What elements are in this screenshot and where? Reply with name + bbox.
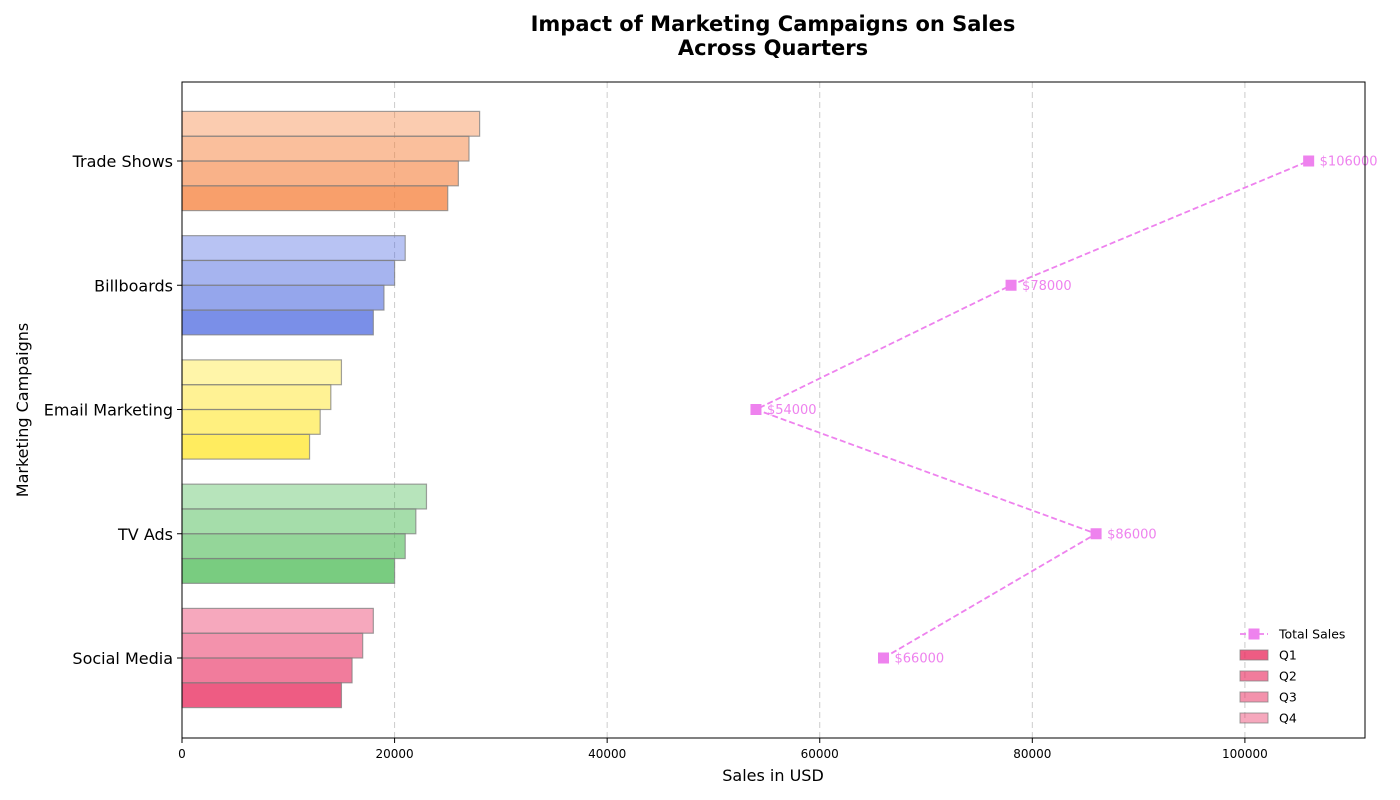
x-tick-label-3: 60000 <box>801 747 839 761</box>
total-sales-marker-tv-ads <box>1090 528 1102 540</box>
bar-social-media-q4 <box>181 607 374 634</box>
legend: Total Sales Q1 Q2 Q3 Q4 <box>1239 627 1345 726</box>
bar-social-media-q3 <box>181 632 364 659</box>
bar-trade-shows-q2 <box>181 160 459 187</box>
bar-social-media-q2 <box>181 657 353 684</box>
axes <box>177 81 1366 743</box>
bar-social-media-q1 <box>181 682 343 709</box>
legend-label-q2: Q2 <box>1279 669 1297 684</box>
bar-billboards-q2 <box>181 284 385 311</box>
legend-swatch-q3 <box>1239 691 1269 703</box>
x-tick-label-4: 80000 <box>1013 747 1051 761</box>
total-sales-marker-email-marketing <box>750 404 762 415</box>
x-tick-label-2: 40000 <box>588 747 626 761</box>
legend-label-total-sales: Total Sales <box>1278 627 1345 642</box>
total-sales-label-billboards: $78000 <box>1022 279 1072 294</box>
bar-trade-shows-q4 <box>181 110 481 137</box>
total-sales-marker-billboards <box>1005 279 1017 291</box>
total-sales-label-social-media: $66000 <box>895 652 945 667</box>
chart-text: 0 20000 40000 60000 80000 100000 Social Media T… <box>13 12 1268 785</box>
x-tick-label-0: 0 <box>178 747 186 761</box>
bar-billboards-q3 <box>181 259 396 286</box>
category-label-social-media: Social Media <box>72 649 173 668</box>
category-label-billboards: Billboards <box>94 276 173 295</box>
legend-label-q3: Q3 <box>1279 690 1297 705</box>
chart-title-line-1: Impact of Marketing Campaigns on Sales <box>531 12 1016 36</box>
bar-email-marketing-q4 <box>181 359 343 386</box>
bars <box>181 110 481 709</box>
category-label-email-marketing: Email Marketing <box>44 401 173 420</box>
bar-trade-shows-q3 <box>181 135 470 162</box>
total-sales-marker-social-media <box>878 652 890 664</box>
bar-tv-ads-q2 <box>181 533 406 560</box>
total-sales-line: $66000 $86000 $54000 $78000 $106000 <box>750 155 1378 667</box>
bar-billboards-q1 <box>181 309 374 336</box>
y-axis-label: Marketing Campaigns <box>13 323 32 497</box>
bar-email-marketing-q1 <box>181 433 311 460</box>
category-label-tv-ads: TV Ads <box>117 525 173 544</box>
legend-label-q4: Q4 <box>1279 711 1297 726</box>
category-label-trade-shows: Trade Shows <box>72 152 173 171</box>
x-axis-label: Sales in USD <box>722 766 824 785</box>
bar-email-marketing-q2 <box>181 408 321 435</box>
total-sales-marker-trade-shows <box>1303 155 1315 167</box>
total-sales-label-trade-shows: $106000 <box>1320 155 1378 170</box>
x-tick-label-5: 100000 <box>1222 747 1268 761</box>
bar-tv-ads-q1 <box>181 557 396 584</box>
legend-swatch-q2 <box>1239 670 1269 682</box>
legend-label-q1: Q1 <box>1279 648 1297 663</box>
legend-swatch-q1 <box>1239 649 1269 661</box>
bar-billboards-q4 <box>181 235 406 262</box>
chart-title-line-2: Across Quarters <box>678 36 868 60</box>
chart-title: Impact of Marketing Campaigns on Sales Ac… <box>531 12 1016 60</box>
gridlines <box>394 82 1246 738</box>
total-sales-label-email-marketing: $54000 <box>767 403 817 418</box>
bar-email-marketing-q3 <box>181 384 332 411</box>
total-sales-label-tv-ads: $86000 <box>1107 527 1157 542</box>
x-tick-label-1: 20000 <box>375 747 413 761</box>
bar-trade-shows-q1 <box>181 185 449 212</box>
bar-tv-ads-q3 <box>181 508 417 535</box>
legend-swatch-q4 <box>1239 712 1269 724</box>
bar-tv-ads-q4 <box>181 483 428 510</box>
legend-total-sales-marker <box>1248 628 1260 640</box>
